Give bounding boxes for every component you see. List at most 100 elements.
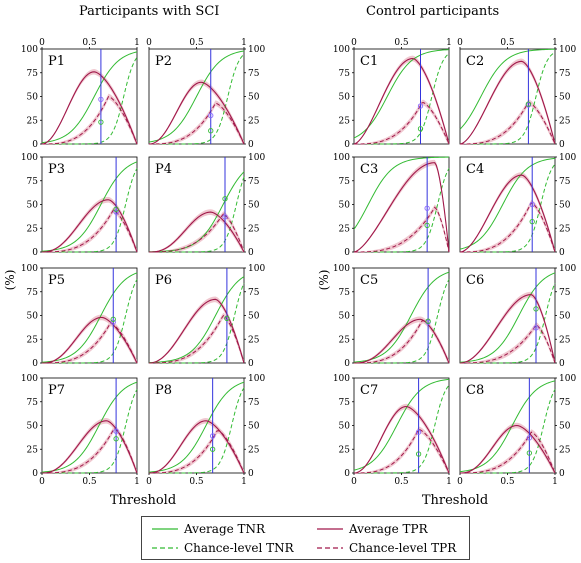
tnr-marker bbox=[526, 450, 532, 456]
y-tick-label-right: 100 bbox=[248, 45, 265, 55]
tnr-marker bbox=[110, 316, 116, 322]
y-tick-label-left: 25 bbox=[339, 224, 351, 234]
y-tick-label-left: 25 bbox=[339, 445, 351, 455]
chance-tpr-line bbox=[460, 431, 556, 474]
legend-avg-tnr: Average TNR bbox=[152, 519, 265, 539]
y-tick-label-right: 0 bbox=[248, 140, 254, 150]
chance-tnr-line bbox=[149, 53, 245, 145]
avg-tpr-line bbox=[41, 199, 138, 253]
tnr-marker bbox=[222, 196, 228, 202]
chance-tnr-line bbox=[460, 51, 556, 145]
y-tick-label-left: 50 bbox=[339, 201, 351, 211]
y-tick-label-right: 50 bbox=[248, 422, 260, 432]
avg-tnr-line bbox=[41, 161, 138, 252]
panel-frame bbox=[41, 377, 138, 474]
panel-label: P2 bbox=[155, 54, 172, 69]
avg-tnr-line bbox=[41, 381, 138, 473]
tpr-marker bbox=[415, 429, 422, 435]
y-tick-label-left: 100 bbox=[333, 153, 350, 163]
legend-chance-tnr-label: Chance-level TNR bbox=[184, 541, 294, 555]
y-tick-label-right: 25 bbox=[559, 445, 571, 455]
avg-tpr-line bbox=[353, 318, 450, 364]
chance-tpr-line bbox=[460, 324, 556, 364]
y-tick-label-left: 0 bbox=[32, 248, 38, 258]
x-tick-label-bottom: 0.5 bbox=[189, 477, 204, 487]
y-tick-label-left: 75 bbox=[27, 288, 39, 298]
panel-frame bbox=[353, 156, 450, 253]
y-tick-label-right: 75 bbox=[559, 69, 571, 79]
avg-tnr-line bbox=[459, 272, 556, 363]
right-group-title: Control participants bbox=[366, 4, 500, 19]
y-tick-label-left: 50 bbox=[27, 201, 39, 211]
y-axis-label-sci: (%) bbox=[3, 270, 17, 291]
panel-p6: P6 0 25 50 75 100 bbox=[148, 264, 265, 369]
avg-tnr-line bbox=[353, 49, 450, 139]
x-tick-label-top: 0 bbox=[146, 38, 152, 48]
tpr-marker bbox=[529, 201, 535, 208]
y-tick-label-right: 0 bbox=[559, 359, 565, 369]
avg-tpr-line bbox=[148, 211, 245, 253]
avg-tnr-line bbox=[148, 276, 245, 364]
y-tick-label-left: 50 bbox=[27, 312, 39, 322]
panel-label: P7 bbox=[48, 383, 65, 398]
y-tick-label-right: 50 bbox=[559, 312, 571, 322]
avg-tpr-line bbox=[459, 294, 556, 364]
x-tick-label-top: 1 bbox=[552, 38, 558, 48]
legend-avg-tnr-label: Average TNR bbox=[184, 522, 266, 536]
panel-label: C5 bbox=[360, 273, 378, 288]
legend-avg-tnr-swatch bbox=[152, 528, 178, 530]
panel-label: P3 bbox=[48, 162, 65, 177]
y-tick-label-right: 25 bbox=[559, 335, 571, 345]
x-tick-label-top: 0 bbox=[39, 38, 45, 48]
avg-tnr-line bbox=[41, 272, 138, 363]
y-tick-label-left: 50 bbox=[27, 422, 39, 432]
avg-tnr-line bbox=[148, 381, 245, 473]
tnr-marker bbox=[113, 206, 119, 212]
avg-tpr-line bbox=[148, 420, 245, 474]
x-tick-label-bottom: 0 bbox=[146, 477, 152, 487]
x-tick-label-bottom: 1 bbox=[446, 477, 452, 487]
y-tick-label-left: 0 bbox=[32, 469, 38, 479]
y-tick-label-left: 25 bbox=[27, 445, 39, 455]
x-tick-label-bottom: 0 bbox=[457, 477, 463, 487]
tpr-marker bbox=[113, 209, 119, 215]
panel-label: C4 bbox=[466, 162, 484, 177]
chance-tpr-line bbox=[460, 201, 556, 253]
y-tick-label-left: 75 bbox=[339, 398, 351, 408]
chance-tpr-line bbox=[149, 102, 245, 145]
panel-label: P5 bbox=[48, 273, 65, 288]
y-tick-label-right: 25 bbox=[248, 224, 260, 234]
tnr-marker bbox=[529, 218, 535, 225]
avg-tnr-line bbox=[459, 380, 556, 473]
tpr-marker bbox=[209, 433, 216, 439]
panel-label: P4 bbox=[155, 162, 172, 177]
panel-c4: C4 0 25 50 75 100 bbox=[459, 153, 576, 258]
x-tick-label-top: 0 bbox=[351, 38, 357, 48]
y-tick-label-right: 0 bbox=[559, 248, 565, 258]
legend-avg-tpr-swatch bbox=[317, 528, 343, 530]
tnr-marker bbox=[415, 451, 422, 457]
y-tick-label-left: 75 bbox=[339, 69, 351, 79]
y-tick-label-right: 0 bbox=[248, 248, 254, 258]
chance-tpr-line bbox=[354, 320, 450, 364]
y-tick-label-right: 50 bbox=[248, 93, 260, 103]
panel-frame bbox=[148, 156, 245, 253]
y-tick-label-left: 0 bbox=[32, 140, 38, 150]
x-tick-label-top: 0 bbox=[457, 38, 463, 48]
y-tick-label-right: 50 bbox=[559, 422, 571, 432]
chance-tpr-line bbox=[42, 95, 138, 145]
tnr-marker bbox=[224, 315, 230, 321]
x-axis-label-sci: Threshold bbox=[110, 493, 176, 508]
y-tick-label-right: 0 bbox=[559, 140, 565, 150]
y-tick-label-right: 50 bbox=[559, 93, 571, 103]
x-tick-label-bottom: 1 bbox=[552, 477, 558, 487]
y-tick-label-left: 50 bbox=[339, 312, 351, 322]
avg-tnr-line bbox=[459, 157, 556, 250]
avg-tpr-line bbox=[353, 162, 450, 253]
tnr-marker bbox=[208, 128, 214, 134]
panel-p4: P4 0 25 50 75 100 bbox=[148, 153, 265, 258]
tpr-marker bbox=[98, 96, 104, 103]
chance-tpr-line bbox=[460, 102, 556, 145]
